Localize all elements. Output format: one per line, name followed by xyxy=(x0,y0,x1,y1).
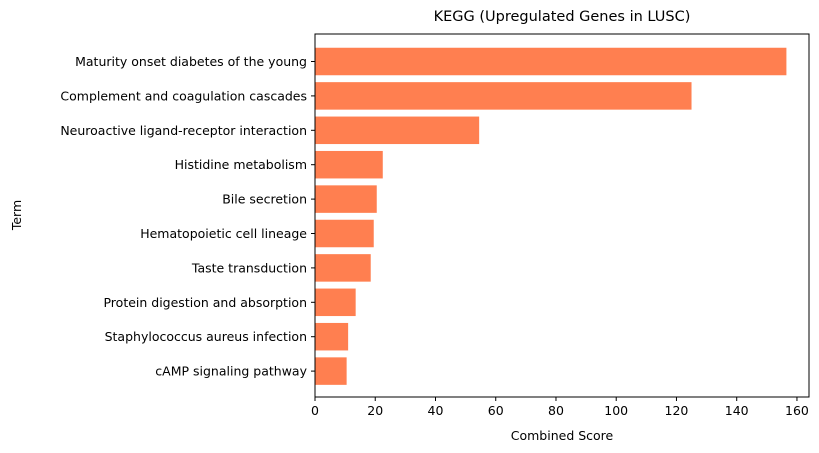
y-tick-label: Histidine metabolism xyxy=(175,157,307,172)
bar xyxy=(315,254,371,282)
x-axis-label: Combined Score xyxy=(511,428,614,443)
y-tick-label: Taste transduction xyxy=(191,260,307,275)
y-tick-label: Bile secretion xyxy=(222,192,307,207)
y-ticks-group: Maturity onset diabetes of the young Comp… xyxy=(60,54,315,379)
x-tick-label: 160 xyxy=(785,403,809,418)
bar xyxy=(315,288,356,317)
y-tick-label: Maturity onset diabetes of the young xyxy=(75,54,307,69)
x-tick-label: 40 xyxy=(428,403,444,418)
bar xyxy=(315,185,377,213)
bar xyxy=(315,219,374,248)
bar xyxy=(315,82,692,110)
y-tick-label: Staphylococcus aureus infection xyxy=(105,329,307,344)
x-tick-label: 0 xyxy=(311,403,319,418)
x-tick-label: 80 xyxy=(548,403,564,418)
bars-group xyxy=(315,47,787,385)
x-tick-label: 20 xyxy=(367,403,383,418)
bar xyxy=(315,47,787,76)
chart-title: KEGG (Upregulated Genes in LUSC) xyxy=(434,9,691,25)
x-tick-label: 140 xyxy=(725,403,749,418)
bar xyxy=(315,116,480,145)
y-tick-label: Neuroactive ligand-receptor interaction xyxy=(60,123,307,138)
plot-frame xyxy=(314,33,810,398)
bar xyxy=(315,322,349,351)
y-tick-label: Complement and coagulation cascades xyxy=(60,88,307,103)
bar xyxy=(315,357,347,385)
x-tick-label: 100 xyxy=(604,403,628,418)
x-tick-label: 60 xyxy=(488,403,504,418)
x-ticks-group: 0 20 40 60 80 100 120 140 160 xyxy=(311,397,809,418)
bar xyxy=(315,150,383,179)
x-tick-label: 120 xyxy=(665,403,689,418)
y-axis-label: Term xyxy=(9,200,24,231)
y-tick-label: Protein digestion and absorption xyxy=(103,295,307,310)
y-tick-label: Hematopoietic cell lineage xyxy=(140,226,307,241)
y-tick-label: cAMP signaling pathway xyxy=(155,364,307,379)
